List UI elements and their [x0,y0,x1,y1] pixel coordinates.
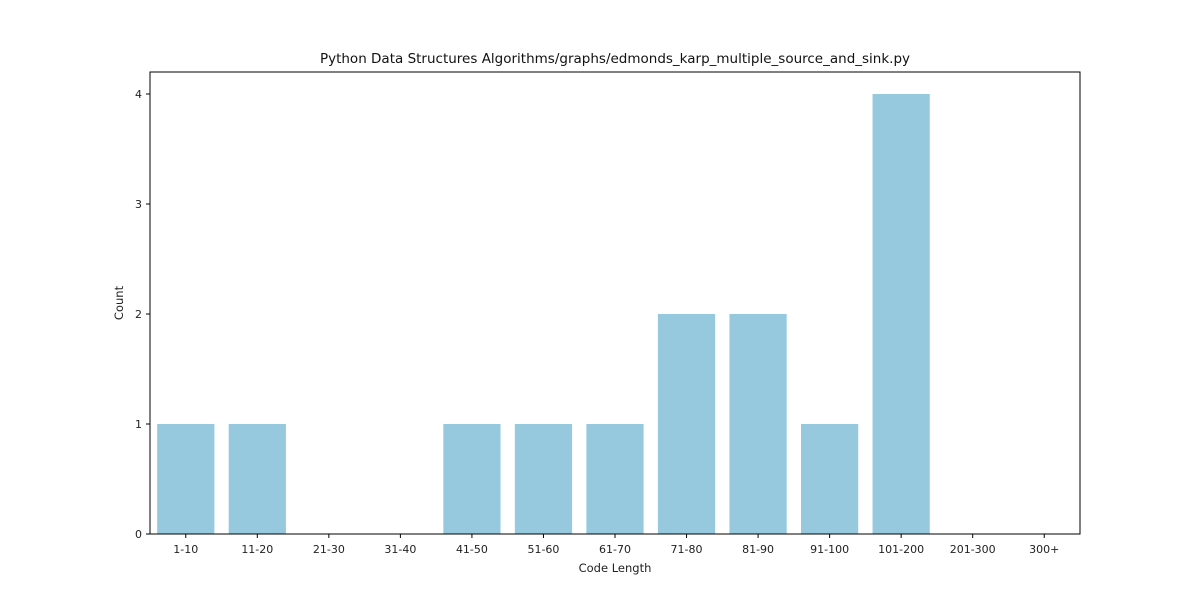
bar-61-70 [586,424,644,534]
x-tick-label: 71-80 [671,543,703,556]
x-tick-label: 1-10 [173,543,198,556]
bar-91-100 [801,424,859,534]
x-tick-label: 51-60 [527,543,559,556]
bar-71-80 [657,314,716,534]
x-axis: 1-10 11-20 21-30 31-40 41-50 51-60 61-70 71-80 8… [173,534,1059,556]
x-tick-label: 81-90 [742,543,774,556]
plot-frame [149,71,1081,535]
x-tick-label: 41-50 [456,543,488,556]
y-tick-label: 1 [135,418,142,431]
y-axis-label: Count [112,285,126,320]
y-tick-label: 2 [135,308,142,321]
x-tick-label: 61-70 [599,543,631,556]
x-tick-label: 11-20 [241,543,273,556]
x-tick-label: 31-40 [384,543,416,556]
y-axis: 0 1 2 3 4 [135,88,150,541]
bar-11-20 [228,424,286,534]
bar-81-90 [729,314,787,534]
x-tick-label: 21-30 [313,543,345,556]
y-tick-label: 0 [135,528,142,541]
bar-51-60 [514,424,573,534]
x-tick-label: 91-100 [810,543,849,556]
x-axis-label: Code Length [579,561,652,575]
y-tick-label: 3 [135,198,142,211]
chart-title: Python Data Structures Algorithms/graphs… [320,51,910,67]
y-tick-label: 4 [135,88,142,101]
bar-41-50 [443,424,501,534]
x-tick-label: 201-300 [950,543,996,556]
bar-1-10 [157,424,215,534]
bar-101-200 [872,94,930,534]
bars-group [157,94,930,534]
x-tick-label: 101-200 [878,543,924,556]
x-tick-label: 300+ [1029,543,1059,556]
